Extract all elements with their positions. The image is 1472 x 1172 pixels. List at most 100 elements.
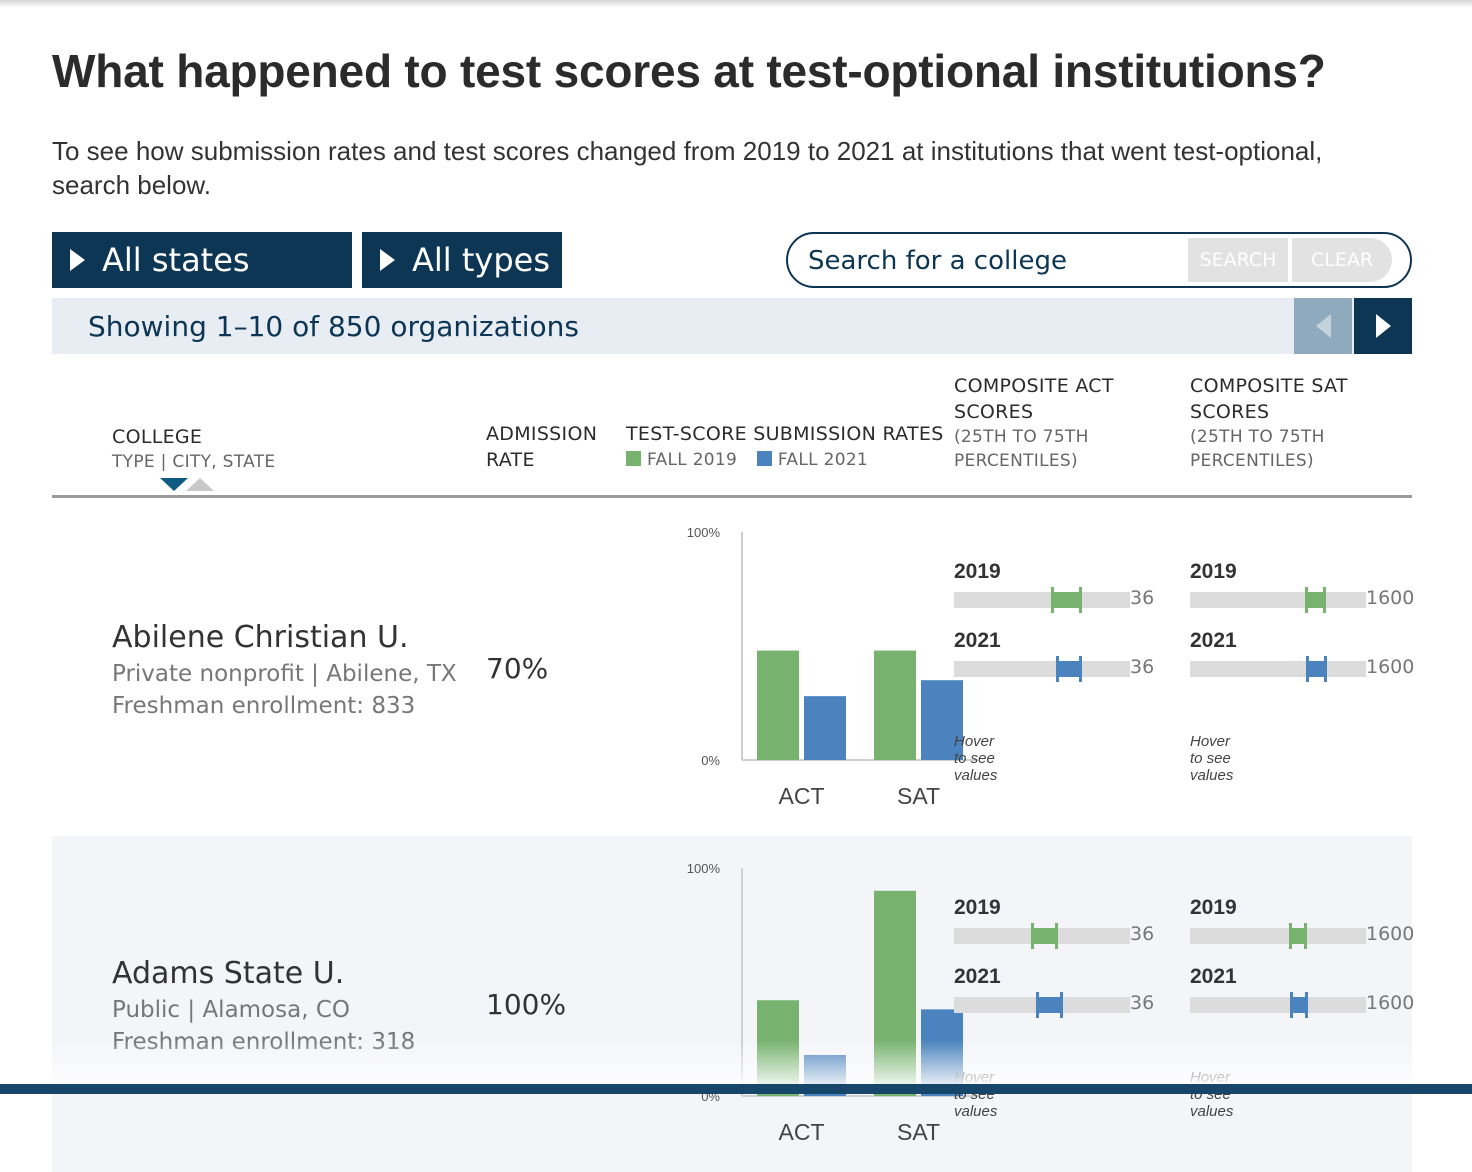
college-header-sub: TYPE | CITY, STATE <box>112 452 276 472</box>
year-label: 2019 <box>1190 896 1237 919</box>
header-divider <box>52 495 1412 498</box>
arrow-left-icon <box>1315 314 1331 338</box>
submission-header-label: TEST-SCORE SUBMISSION RATES <box>626 423 944 445</box>
score-p75-cap <box>1323 587 1327 613</box>
score-p25-cap <box>1289 923 1293 949</box>
year-label: 2021 <box>1190 629 1237 652</box>
score-p25-cap <box>1304 587 1308 613</box>
sat-header-sub1: (25TH TO 75TH <box>1190 427 1325 447</box>
score-p75-cap <box>1304 992 1308 1018</box>
admission-header-line1: ADMISSION <box>486 423 598 445</box>
admission-rate: 100% <box>486 988 567 1021</box>
arrow-right-icon <box>1375 314 1391 338</box>
x-category-label: ACT <box>779 1119 825 1145</box>
y-axis-max-label: 100% <box>687 525 721 540</box>
caret-right-icon <box>70 249 85 271</box>
college-enrollment: Freshman enrollment: 318 <box>112 1029 416 1055</box>
admission-rate: 70% <box>486 652 549 685</box>
bar-sat-2021[interactable] <box>921 680 963 760</box>
legend-2019-swatch <box>626 451 641 466</box>
intro-text: To see how submission rates and test sco… <box>52 136 1323 200</box>
results-bar: Showing 1–10 of 850 organizations <box>52 298 1412 354</box>
college-column-header[interactable]: COLLEGE TYPE | CITY, STATE <box>112 424 275 474</box>
sort-ascending-icon[interactable] <box>186 478 214 491</box>
score-max-label: 1600 <box>1366 587 1415 609</box>
score-range-fill <box>1037 997 1062 1013</box>
legend: FALL 2019 FALL 2021 <box>626 447 944 473</box>
top-edge-shadow <box>0 0 1472 8</box>
sort-descending-icon[interactable] <box>160 478 188 491</box>
score-p25-cap <box>1031 923 1035 949</box>
college-type-location: Private nonprofit | Abilene, TX <box>112 661 457 687</box>
score-p25-cap <box>1055 656 1059 682</box>
score-track <box>954 592 1130 608</box>
previous-page-button[interactable] <box>1294 298 1352 354</box>
sat-header-sub2: PERCENTILES) <box>1190 451 1314 471</box>
sat-header-line1: COMPOSITE SAT <box>1190 375 1348 397</box>
score-track <box>1190 928 1366 944</box>
score-track <box>1190 997 1366 1013</box>
score-track <box>954 661 1130 677</box>
score-range-fill <box>1305 592 1326 608</box>
x-category-label: SAT <box>897 783 940 809</box>
admission-header-line2: RATE <box>486 449 535 471</box>
submission-rate-chart: 100%0%ACT SAT <box>687 861 978 1145</box>
hover-hint: Hover to see values <box>1190 1069 1234 1120</box>
legend-2019-label: FALL 2019 <box>647 450 738 470</box>
x-category-label: SAT <box>897 1119 940 1145</box>
college-header-label: COLLEGE <box>112 426 203 448</box>
year-label: 2019 <box>954 560 1001 583</box>
year-label: 2019 <box>1190 560 1237 583</box>
table-row[interactable]: Abilene Christian U. Private nonprofit |… <box>52 500 1415 836</box>
sat-column-header: COMPOSITE SAT SCORES (25TH TO 75TH PERCE… <box>1190 373 1348 473</box>
college-details: Private nonprofit | Abilene, TX Freshman… <box>112 658 457 722</box>
score-max-label: 36 <box>1130 923 1155 945</box>
all-states-dropdown[interactable]: All states <box>52 232 352 288</box>
caret-right-icon <box>380 249 395 271</box>
college-search-input[interactable] <box>808 242 1178 280</box>
score-p75-cap <box>1059 992 1063 1018</box>
act-header-sub2: PERCENTILES) <box>954 451 1078 471</box>
score-max-label: 36 <box>1130 992 1155 1014</box>
score-range-fill <box>1051 592 1082 608</box>
act-header-line1: COMPOSITE ACT <box>954 375 1114 397</box>
submission-column-header: TEST-SCORE SUBMISSION RATES FALL 2019 FA… <box>626 421 944 473</box>
bar-act-2019[interactable] <box>757 650 799 760</box>
bar-act-2019[interactable] <box>757 1000 799 1096</box>
score-range-fill <box>1306 661 1327 677</box>
score-track <box>1190 661 1366 677</box>
score-max-label: 36 <box>1130 656 1155 678</box>
hover-hint: Hover to see values <box>1190 733 1234 784</box>
hover-hint: Hover to see values <box>954 733 998 784</box>
bottom-bar <box>0 1084 1472 1094</box>
hover-hint: Hover to see values <box>954 1069 998 1120</box>
score-p25-cap <box>1036 992 1040 1018</box>
all-types-label: All types <box>412 241 550 279</box>
bar-sat-2019[interactable] <box>874 890 916 1096</box>
score-range-fill <box>1290 928 1306 944</box>
score-p75-cap <box>1054 923 1058 949</box>
x-category-label: ACT <box>779 783 825 809</box>
college-enrollment: Freshman enrollment: 833 <box>112 693 416 719</box>
bar-act-2021[interactable] <box>804 696 846 760</box>
clear-button[interactable]: CLEAR <box>1292 238 1392 282</box>
year-label: 2021 <box>954 629 1001 652</box>
score-p25-cap <box>1305 656 1309 682</box>
score-p75-cap <box>1079 587 1083 613</box>
sat-header-line2: SCORES <box>1190 401 1270 423</box>
y-axis-min-label: 0% <box>701 753 720 768</box>
bar-sat-2019[interactable] <box>874 650 916 760</box>
score-range-fill <box>1056 661 1082 677</box>
score-p75-cap <box>1303 923 1307 949</box>
year-label: 2021 <box>954 965 1001 988</box>
search-box: SEARCH CLEAR <box>786 232 1412 288</box>
search-button[interactable]: SEARCH <box>1188 238 1288 282</box>
all-types-dropdown[interactable]: All types <box>362 232 562 288</box>
score-p25-cap <box>1050 587 1054 613</box>
score-range-fill <box>1032 928 1057 944</box>
next-page-button[interactable] <box>1354 298 1412 354</box>
table-row[interactable]: Adams State U. Public | Alamosa, CO Fres… <box>52 836 1414 1172</box>
act-header-sub1: (25TH TO 75TH <box>954 427 1089 447</box>
score-track <box>1190 592 1366 608</box>
score-p75-cap <box>1324 656 1328 682</box>
